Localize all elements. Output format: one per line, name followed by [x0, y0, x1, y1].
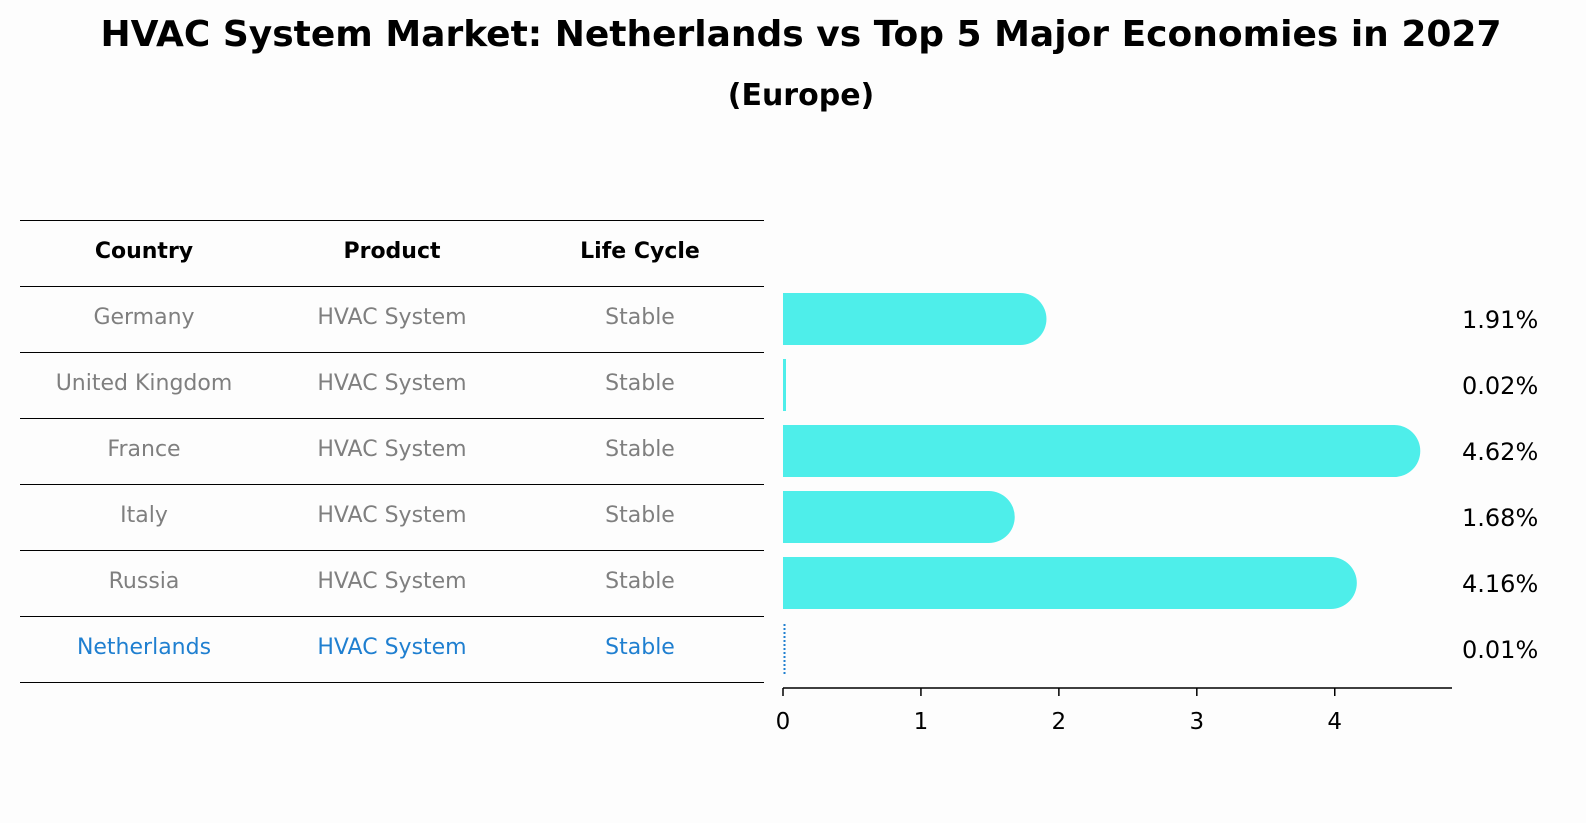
table-cell-product: HVAC System [317, 503, 467, 528]
chart-subtitle: (Europe) [727, 78, 875, 113]
table-cell-country: Germany [93, 305, 195, 330]
header-life-cycle: Life Cycle [580, 239, 700, 264]
table-rule [20, 616, 764, 617]
x-tick-label: 3 [1189, 709, 1204, 735]
chart-title: HVAC System Market: Netherlands vs Top 5… [100, 14, 1502, 55]
data-label: 0.01% [1462, 636, 1538, 664]
bar-france [783, 425, 1421, 477]
table-rule [20, 286, 764, 287]
table-rule [20, 682, 764, 683]
table-cell-country: Russia [108, 569, 180, 594]
table-cell-product: HVAC System [317, 371, 467, 396]
data-label: 1.68% [1462, 504, 1538, 532]
table-cell-life-cycle: Stable [605, 569, 675, 594]
table-cell-product: HVAC System [317, 437, 467, 462]
table-cell-country-highlight: Netherlands [76, 635, 212, 660]
table-cell-life-cycle: Stable [605, 371, 675, 396]
table-rule [20, 220, 764, 221]
x-tick-label: 2 [1052, 709, 1067, 735]
data-label: 0.02% [1462, 372, 1538, 400]
table-cell-life-cycle: Stable [605, 437, 675, 462]
x-tick-label: 4 [1327, 709, 1342, 735]
header-product: Product [343, 239, 441, 264]
table-cell-life-cycle-highlight: Stable [605, 635, 675, 660]
table-cell-product: HVAC System [317, 569, 467, 594]
table-cell-life-cycle: Stable [605, 503, 675, 528]
bar-italy [783, 491, 1015, 543]
data-label: 1.91% [1462, 306, 1538, 334]
bar-germany [783, 293, 1047, 345]
table-cell-country: Italy [120, 503, 168, 528]
table-cell-life-cycle: Stable [605, 305, 675, 330]
table-cell-product: HVAC System [317, 305, 467, 330]
data-label: 4.16% [1462, 570, 1538, 598]
x-tick-label: 0 [776, 709, 791, 735]
header-country: Country [94, 239, 194, 264]
table-rule [20, 550, 764, 551]
bar-russia [783, 557, 1357, 609]
table-rule [20, 352, 764, 353]
data-label: 4.62% [1462, 438, 1538, 466]
table-cell-product-highlight: HVAC System [317, 635, 467, 660]
table-rule [20, 418, 764, 419]
table-rule [20, 484, 764, 485]
x-tick-label: 1 [914, 709, 929, 735]
table-cell-country: United Kingdom [55, 371, 233, 396]
bar-united-kingdom [783, 359, 786, 411]
table-cell-country: France [107, 437, 181, 462]
